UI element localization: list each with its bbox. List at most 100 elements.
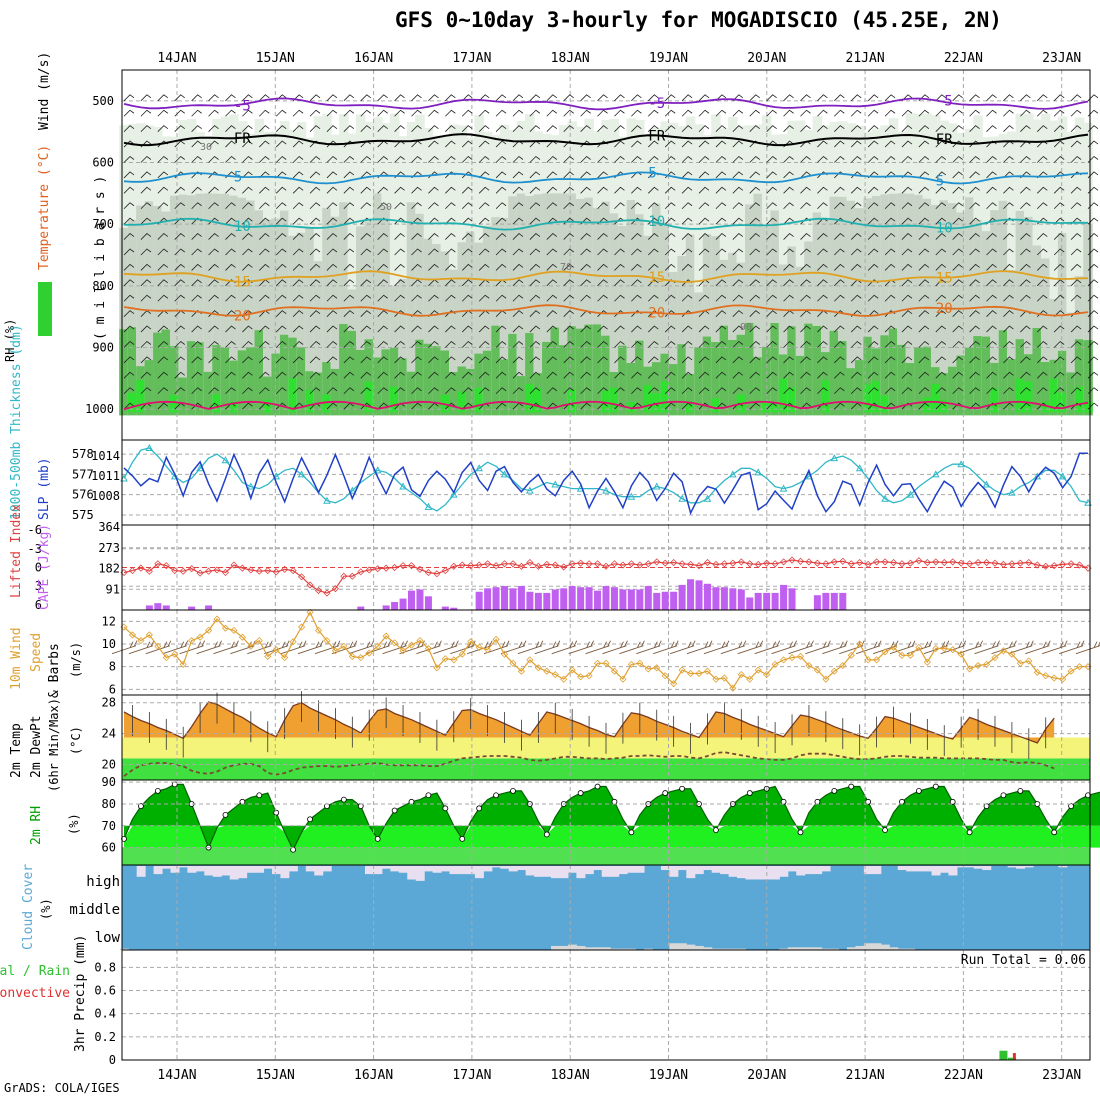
upper-wind-barb	[360, 294, 372, 302]
upper-wind-barb	[428, 371, 439, 379]
cloud-low-bar	[906, 948, 916, 950]
upper-wind-barb	[343, 233, 355, 240]
upper-wind-barb	[428, 109, 439, 117]
upper-wind-barb	[935, 310, 947, 317]
upper-wind-barb	[411, 109, 422, 117]
upper-wind-barb	[343, 171, 355, 179]
upper-wind-barb	[242, 217, 253, 225]
cloud-high-bar	[796, 866, 806, 876]
upper-wind-barb	[749, 279, 760, 287]
upper-wind-barb	[597, 387, 608, 395]
upper-wind-barb	[461, 109, 473, 117]
contour-label: -5	[648, 96, 665, 112]
cape-bar	[450, 607, 458, 610]
rh-70-shade	[499, 359, 510, 416]
upper-wind-barb	[1036, 109, 1048, 117]
upper-wind-barb	[850, 294, 862, 302]
rh-50-shade	[812, 212, 823, 416]
upper-wind-barb	[292, 340, 304, 348]
rh-70-shade	[237, 350, 248, 416]
upper-wind-barb	[817, 248, 828, 256]
upper-wind-barb	[834, 371, 845, 379]
cloud-high-bar	[153, 866, 163, 875]
upper-wind-barb	[309, 171, 321, 179]
upper-wind-barb	[495, 356, 507, 364]
upper-wind-barb	[512, 109, 524, 117]
upper-wind-barb	[969, 356, 980, 364]
wind10m-speed-marker	[805, 661, 813, 670]
lifted-index-marker	[154, 560, 162, 568]
upper-wind-barb	[817, 387, 828, 395]
rh-90-shade	[136, 380, 146, 413]
upper-wind-barb	[428, 155, 439, 163]
wind10m-speed-marker	[763, 671, 771, 679]
upper-wind-barb	[445, 140, 456, 148]
lifted-index-marker	[1016, 559, 1024, 567]
upper-wind-barb	[817, 140, 828, 148]
upper-wind-barb	[343, 155, 355, 163]
upper-wind-barb	[800, 279, 811, 287]
upper-wind-barb	[969, 155, 980, 163]
upper-wind-barb	[259, 248, 270, 256]
rh2m-band-lower	[122, 847, 1090, 865]
upper-wind-barb	[343, 202, 355, 210]
upper-wind-barb	[1003, 125, 1014, 132]
cape-tick-label: 182	[98, 562, 120, 576]
upper-wind-barb	[208, 371, 219, 379]
cape-bar	[720, 587, 728, 610]
upper-wind-barb	[242, 325, 253, 333]
rh-70-shade	[449, 372, 459, 416]
wind10m-speed-marker	[188, 637, 196, 645]
rh-50-shade	[677, 256, 687, 416]
upper-wind-barb	[986, 356, 997, 364]
upper-wind-barb	[664, 402, 676, 410]
rh-90-shade	[871, 380, 882, 413]
rh-90-shade	[990, 388, 1000, 413]
contour-label: -5	[234, 98, 251, 114]
upper-wind-barb	[1020, 387, 1031, 395]
slp-line	[123, 452, 1088, 516]
upper-wind-barb	[360, 402, 372, 410]
upper-wind-barb	[157, 202, 169, 210]
upper-wind-barb	[614, 387, 625, 395]
cloud-high-bar	[753, 866, 763, 880]
wind10m-speed-marker	[154, 642, 162, 650]
upper-wind-barb	[901, 387, 913, 395]
minmax-axis-label: (6hr Min/Max)	[47, 698, 61, 792]
upper-wind-barb	[123, 310, 135, 317]
upper-wind-barb	[597, 356, 608, 364]
upper-wind-barb	[800, 387, 811, 395]
upper-wind-barb	[191, 186, 202, 194]
wind10m-tick-label: 10	[102, 637, 116, 651]
upper-wind-barb	[461, 140, 473, 148]
rh-90-shade	[1049, 378, 1059, 413]
upper-wind-barb	[292, 294, 304, 302]
upper-wind-barb	[614, 263, 625, 271]
upper-wind-barb	[834, 186, 845, 194]
upper-wind-barb	[834, 125, 845, 132]
upper-wind-barb	[732, 202, 744, 210]
rh-90-shade	[288, 378, 298, 413]
upper-wind-barb	[631, 279, 642, 287]
lifted-index-marker	[695, 562, 703, 570]
upper-wind-barb	[191, 248, 202, 256]
upper-wind-barb	[123, 217, 135, 225]
lifted-index-marker	[162, 562, 170, 570]
rh2m-marker	[543, 831, 550, 838]
cape-bar	[382, 605, 390, 610]
rh-70-shade	[956, 355, 966, 416]
lifted-index-marker	[526, 558, 534, 567]
upper-wind-barb	[512, 155, 524, 163]
rh2m-tick-label: 80	[102, 797, 116, 811]
rh-50-shade	[981, 231, 992, 416]
upper-wind-barb	[986, 140, 997, 148]
upper-wind-barb	[766, 217, 777, 225]
upper-wind-barb	[563, 263, 574, 271]
cloud-high-bar	[305, 866, 315, 872]
upper-wind-barb	[326, 94, 338, 102]
slp-tick-label: 1008	[91, 489, 120, 503]
cape-bar	[610, 587, 618, 610]
upper-wind-barb	[766, 125, 777, 132]
upper-wind-barb	[800, 186, 811, 194]
upper-wind-barb	[732, 248, 744, 256]
